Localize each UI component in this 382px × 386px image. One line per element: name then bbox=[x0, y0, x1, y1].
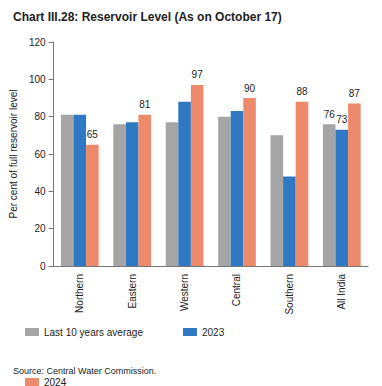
svg-text:Source: Central Water Commissi: Source: Central Water Commission. bbox=[13, 366, 156, 376]
svg-text:97: 97 bbox=[192, 69, 204, 80]
svg-text:120: 120 bbox=[29, 37, 46, 48]
svg-text:Eastern: Eastern bbox=[127, 274, 138, 308]
svg-text:Per cent of full reservoir lev: Per cent of full reservoir level bbox=[8, 90, 19, 219]
svg-text:Northern: Northern bbox=[74, 274, 85, 313]
svg-text:87: 87 bbox=[349, 88, 361, 99]
svg-text:Western: Western bbox=[179, 274, 190, 311]
svg-text:Last 10 years average: Last 10 years average bbox=[44, 327, 143, 338]
svg-text:2023: 2023 bbox=[202, 327, 225, 338]
svg-text:73: 73 bbox=[336, 114, 348, 125]
svg-text:65: 65 bbox=[87, 129, 99, 140]
svg-text:80: 80 bbox=[34, 111, 46, 122]
svg-text:90: 90 bbox=[244, 83, 256, 94]
svg-text:76: 76 bbox=[324, 109, 336, 120]
svg-text:40: 40 bbox=[34, 186, 46, 197]
svg-text:81: 81 bbox=[139, 99, 151, 110]
svg-text:60: 60 bbox=[34, 149, 46, 160]
svg-text:20: 20 bbox=[34, 223, 46, 234]
svg-text:Southern: Southern bbox=[284, 274, 295, 315]
svg-text:0: 0 bbox=[40, 261, 46, 272]
svg-text:100: 100 bbox=[29, 74, 46, 85]
svg-text:All India: All India bbox=[336, 274, 347, 310]
svg-text:Central: Central bbox=[231, 274, 242, 306]
svg-text:88: 88 bbox=[296, 86, 308, 97]
svg-text:Chart III.28: Reservoir Level: Chart III.28: Reservoir Level (As on Oct… bbox=[13, 10, 282, 24]
svg-text:2024: 2024 bbox=[44, 377, 67, 386]
